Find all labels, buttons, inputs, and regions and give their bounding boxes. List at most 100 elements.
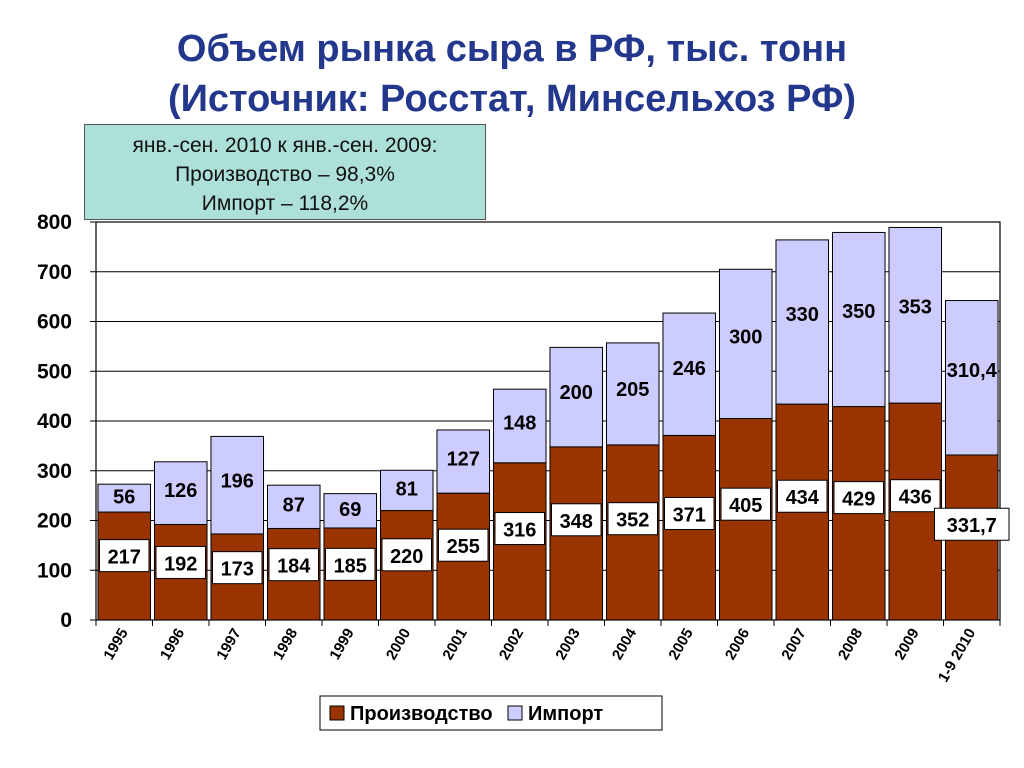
x-category-label: 2001 (439, 626, 470, 663)
import-label: 148 (503, 412, 536, 434)
legend-label-import: Импорт (528, 703, 603, 725)
legend-label-production: Производство (350, 703, 493, 725)
x-category-label: 1997 (213, 626, 244, 663)
production-label-box (99, 539, 150, 573)
production-label-box (155, 545, 206, 579)
bar-import (153, 461, 208, 525)
production-label-box (833, 481, 884, 515)
import-label: 353 (899, 297, 932, 319)
x-category-label: 2005 (665, 626, 696, 663)
production-label: 217 (108, 547, 141, 569)
y-tick-label: 600 (37, 311, 72, 334)
legend (319, 695, 663, 731)
production-label-box (325, 547, 376, 581)
annotation-line-production: Производство – 98,3% (175, 163, 395, 186)
x-category-label: 1999 (326, 626, 357, 663)
y-tick-label: 500 (37, 360, 72, 383)
bar-import (831, 231, 886, 408)
y-tick-label: 200 (37, 510, 72, 533)
import-label: 205 (616, 379, 649, 401)
production-label-box (212, 551, 263, 585)
production-label: 220 (390, 546, 423, 568)
bar-import (888, 226, 943, 404)
production-label-box (720, 487, 771, 521)
import-label: 87 (283, 495, 305, 517)
import-label: 350 (842, 301, 875, 323)
bar-import (436, 429, 491, 494)
import-label: 246 (673, 358, 706, 380)
import-label: 69 (339, 499, 361, 521)
import-label: 126 (164, 480, 197, 502)
bar-import (605, 342, 660, 446)
y-tick-label: 300 (37, 460, 72, 483)
y-tick-label: 100 (37, 559, 72, 582)
import-label: 56 (113, 487, 135, 509)
production-label-box (664, 496, 715, 530)
x-category-label: 1996 (157, 626, 188, 663)
import-label: 81 (396, 478, 418, 500)
production-label: 255 (447, 536, 480, 558)
production-label-box (268, 548, 319, 582)
production-label: 405 (729, 495, 762, 517)
x-category-label: 1-9 2010 (935, 626, 979, 686)
production-label-box (890, 479, 941, 513)
production-label: 192 (164, 553, 197, 575)
x-category-label: 2002 (496, 626, 527, 663)
x-category-label: 2009 (891, 626, 922, 663)
production-label-box (438, 528, 489, 562)
bar-import (266, 484, 321, 529)
chart-title-line-2: (Источник: Росстат, Минсельхоз РФ) (167, 78, 857, 120)
production-label-box (934, 507, 1010, 541)
import-label: 330 (786, 304, 819, 326)
legend-swatch-import (507, 705, 523, 721)
x-category-label: 1998 (270, 626, 301, 663)
production-label: 173 (221, 559, 254, 581)
bar-import (549, 346, 604, 448)
production-label: 348 (560, 511, 593, 533)
production-label: 371 (673, 504, 706, 526)
bar-import (718, 268, 773, 420)
bar-import (775, 239, 830, 405)
bar-import (210, 435, 265, 535)
chart-title-line-1: Объем рынка сыра в РФ, тыс. тонн (176, 28, 848, 70)
production-label: 436 (899, 487, 932, 509)
import-label: 127 (447, 448, 480, 470)
x-category-label: 2000 (383, 626, 414, 663)
import-label: 300 (729, 326, 762, 348)
production-label: 352 (616, 510, 649, 532)
y-tick-label: 800 (37, 211, 72, 234)
production-label: 185 (334, 555, 367, 577)
production-label: 429 (842, 489, 875, 511)
y-tick-label: 700 (37, 261, 72, 284)
annotation-line-period: янв.-сен. 2010 к янв.-сен. 2009: (132, 134, 438, 157)
bar-import (944, 300, 999, 456)
bar-import (379, 469, 434, 512)
production-label: 184 (277, 556, 311, 578)
x-category-label: 1995 (100, 626, 131, 663)
x-category-label: 2008 (835, 626, 866, 663)
y-tick-label: 0 (60, 609, 72, 632)
production-label-box (381, 538, 432, 572)
import-label: 200 (560, 382, 593, 404)
x-category-label: 2004 (609, 625, 641, 663)
annotation-line-import: Импорт – 118,2% (201, 192, 369, 215)
production-label: 434 (786, 487, 820, 509)
import-label: 196 (221, 470, 254, 492)
production-label-box (607, 502, 658, 536)
y-tick-label: 400 (37, 410, 72, 433)
bar-import (97, 483, 152, 513)
annotation-box: янв.-сен. 2010 к янв.-сен. 2009: Произво… (84, 124, 486, 220)
x-category-label: 2006 (722, 626, 753, 663)
bar-import (492, 388, 547, 464)
x-category-label: 2003 (552, 626, 583, 663)
x-category-label: 2007 (778, 626, 809, 663)
production-label-box (777, 479, 828, 513)
legend-swatch-production (329, 705, 345, 721)
bar-import (323, 493, 378, 529)
production-label-box (551, 503, 602, 537)
production-label-box (494, 512, 545, 546)
bar-import (662, 312, 717, 436)
import-label: 310,4 (947, 360, 998, 382)
production-label: 316 (503, 520, 536, 542)
